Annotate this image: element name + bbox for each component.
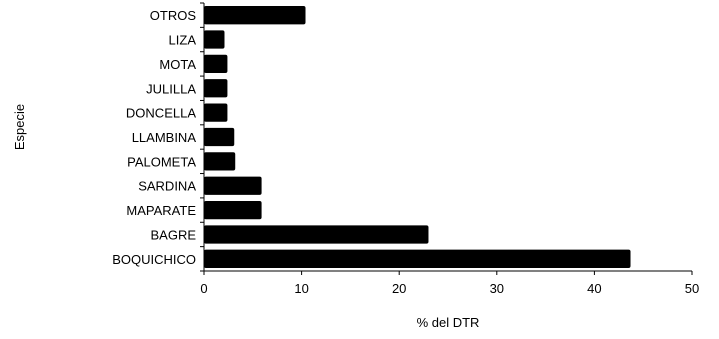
x-tick-label-30: 30 [490,281,504,296]
bar-otros [204,6,306,25]
bar-doncella [204,103,228,122]
category-label-julilla: JULILLA [146,81,196,96]
y-axis-label: Especie [12,104,27,150]
x-tick-label-10: 10 [294,281,308,296]
x-tick-label-50: 50 [685,281,699,296]
category-label-maparate: MAPARATE [126,203,196,218]
category-label-otros: OTROS [150,8,197,23]
bar-bagre [204,225,429,244]
bars-layer [204,6,631,268]
x-tick-label-0: 0 [200,281,207,296]
bar-boquichico [204,249,631,268]
bar-liza [204,30,225,49]
bar-sardina [204,176,262,195]
category-label-doncella: DONCELLA [126,106,196,121]
category-label-mota: MOTA [159,57,196,72]
category-label-boquichico: BOQUICHICO [112,252,196,267]
category-label-palometa: PALOMETA [127,154,196,169]
category-label-sardina: SARDINA [138,179,196,194]
x-axis-label: % del DTR [417,315,480,330]
bar-julilla [204,79,228,98]
x-tick-label-40: 40 [587,281,601,296]
category-label-llambina: LLAMBINA [132,130,197,145]
x-tick-label-20: 20 [392,281,406,296]
labels-layer: OTROS LIZA MOTA JULILLA DONCELLA LLAMBINA PALO… [112,8,699,296]
axes-layer [200,2,693,275]
bar-palometa [204,152,236,171]
bar-llambina [204,127,235,147]
bar-mota [204,54,228,74]
category-label-bagre: BAGRE [150,227,196,242]
category-label-liza: LIZA [169,33,197,48]
bar-maparate [204,200,262,220]
